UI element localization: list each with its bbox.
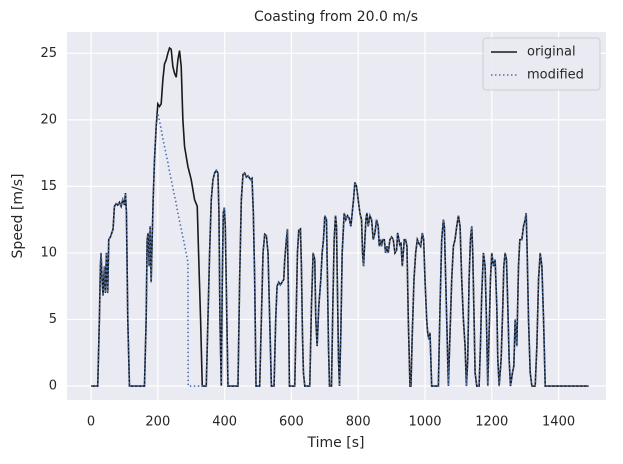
chart-title: Coasting from 20.0 m/s xyxy=(254,9,418,25)
x-tick-label: 0 xyxy=(87,415,95,430)
series-line xyxy=(91,113,589,387)
legend-label: modified xyxy=(527,68,584,83)
legend-label: original xyxy=(527,45,576,60)
x-tick-label: 800 xyxy=(346,415,371,430)
x-axis-label: Time [s] xyxy=(307,435,365,451)
x-tick-label: 600 xyxy=(279,415,304,430)
y-tick-label: 25 xyxy=(40,46,57,61)
x-tick-label: 200 xyxy=(145,415,170,430)
x-tick-label: 400 xyxy=(212,415,237,430)
y-tick-label: 5 xyxy=(49,312,57,327)
legend-box xyxy=(482,37,601,91)
y-tick-label: 10 xyxy=(40,245,57,260)
series-line xyxy=(91,46,589,387)
y-tick-label: 20 xyxy=(40,112,57,127)
x-tick-label: 1200 xyxy=(475,415,508,430)
y-axis-label: Speed [m/s] xyxy=(10,174,26,259)
y-tick-label: 0 xyxy=(49,379,57,394)
x-tick-label: 1400 xyxy=(542,415,575,430)
y-tick-label: 15 xyxy=(40,179,57,194)
x-tick-label: 1000 xyxy=(408,415,441,430)
